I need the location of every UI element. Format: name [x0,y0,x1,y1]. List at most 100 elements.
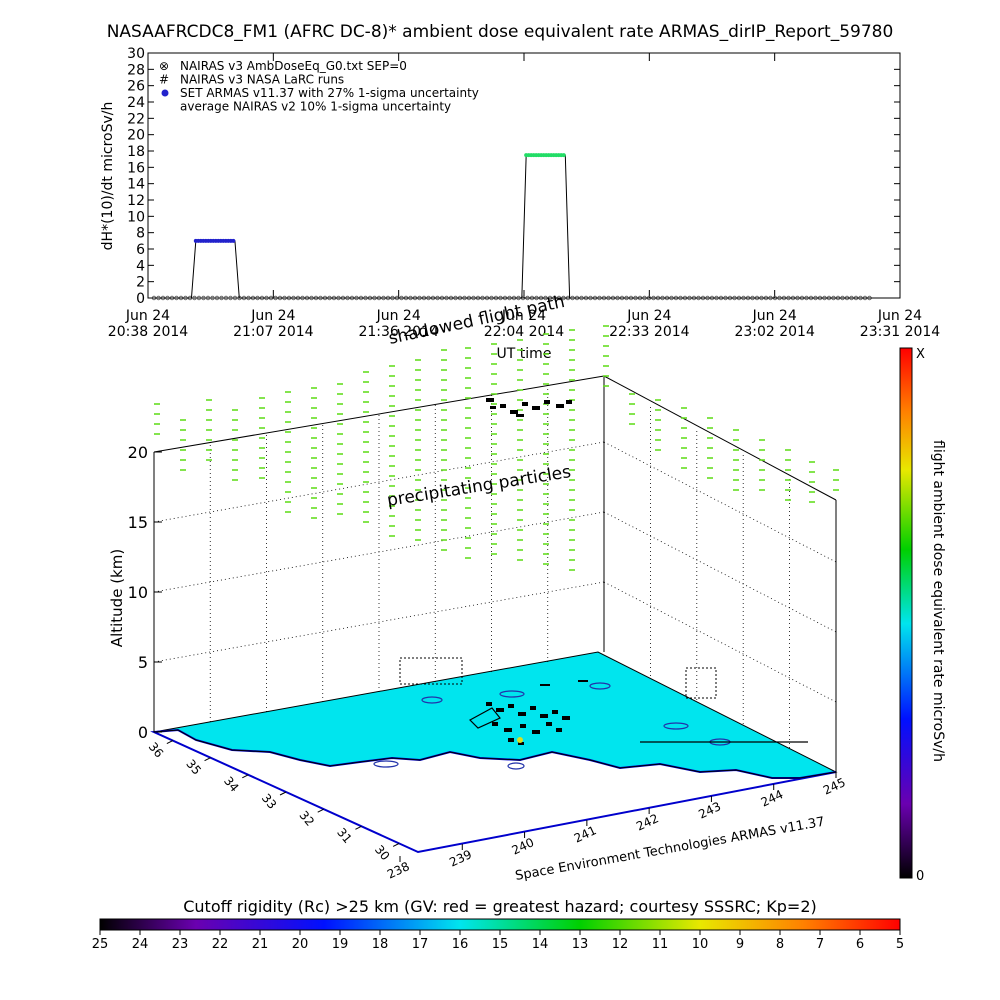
dose-series-line [521,154,571,299]
x-tick-time: 22:04 2014 [484,324,565,340]
y-tick-label: 2 [136,275,145,291]
dose-y-axis-label: dH*(10)/dt microSv/h [100,102,116,251]
latitude-tick-label: 32 [297,808,318,829]
x-tick-date: Jun 24 [752,308,797,324]
dose-colorbar-title: flight ambient dose equivalent rate micr… [930,440,946,762]
y-tick-label: 26 [127,79,145,95]
longitude-tick-label: 242 [634,811,661,833]
latitude-tick-mark [355,825,362,830]
baseline-marker [210,295,215,301]
y-tick-label: 24 [127,95,145,111]
latitude-tick-label: 36 [146,740,167,761]
dose-colorbar-top-label: X [916,347,925,362]
baseline-marker [219,295,224,301]
rigidity-colorbar-title: Cutoff rigidity (Rc) >25 km (GV: red = g… [183,897,817,916]
rigidity-tick-label: 25 [92,937,109,952]
legend-symbol [161,89,169,97]
rigidity-tick-label: 13 [572,937,589,952]
rigidity-tick-label: 21 [252,937,269,952]
dashed-markers [399,657,717,699]
x-tick-date: Jun 24 [626,308,671,324]
rigidity-tick-label: 20 [292,937,309,952]
y-tick-label: 6 [136,242,145,258]
latitude-tick-mark [242,774,249,779]
back-wall-gridline [153,581,605,663]
rigidity-tick-label: 12 [612,937,629,952]
baseline-marker [228,295,233,301]
dose-data-point [561,153,566,158]
y-tick-label: 30 [127,46,145,62]
scene-box-frame [153,375,837,772]
rigidity-colorbar: Cutoff rigidity (Rc) >25 km (GV: red = g… [92,897,904,952]
latitude-tick-mark [279,791,287,796]
longitude-tick-label: 239 [447,847,474,869]
x-tick-time: 23:31 2014 [860,324,941,340]
legend-label: SET ARMAS v11.37 with 27% 1-sigma uncert… [180,86,479,100]
precipitating-particle-columns [154,325,839,571]
scene-gridlines [153,382,837,748]
side-wall-gridline [603,511,837,633]
dose-colorbar-gradient [899,347,913,879]
baseline-marker [196,295,202,301]
rigidity-tick-label: 15 [492,937,509,952]
y-tick-label: 18 [127,144,145,160]
baseline-marker [223,295,229,301]
rigidity-tick-label: 16 [452,937,469,952]
longitude-tick-label: 244 [759,787,786,809]
y-tick-label: 12 [127,193,145,209]
y-tick-label: 0 [136,291,145,307]
dose-series [148,153,896,299]
rigidity-tick-label: 14 [532,937,549,952]
latitude-tick-mark [204,757,211,762]
legend-label: average NAIRAS v2 10% 1-sigma uncertaint… [180,100,451,114]
x-tick-time: 21:36 2014 [358,324,439,340]
flight-track-altitude [486,398,572,417]
latitude-tick-label: 34 [221,774,242,795]
y-tick-label: 16 [127,160,145,176]
longitude-tick-label: 238 [385,859,412,881]
longitude-tick-label: 243 [696,799,723,821]
latitude-tick-label: 31 [334,825,355,846]
rigidity-tick-label: 19 [332,937,349,952]
baseline-marker [201,295,206,301]
rigidity-tick-label: 24 [132,937,149,952]
baseline-marker [214,295,220,301]
latitude-tick-label: 33 [259,791,280,812]
rigidity-tick-label: 23 [172,937,189,952]
rigidity-tick-label: 11 [652,937,669,952]
rigidity-tick-label: 7 [816,937,824,952]
x-tick-time: 22:33 2014 [609,324,690,340]
longitude-tick-label: 240 [510,835,537,857]
x-tick-date: Jun 24 [125,308,170,324]
dose-x-axis-label: UT time [497,346,552,362]
back-wall-gridline [153,441,605,523]
x-tick-time: 23:02 2014 [734,324,815,340]
rigidity-tick-label: 5 [896,937,904,952]
x-tick-date: Jun 24 [250,308,295,324]
y-tick-label: 10 [127,209,145,225]
side-wall-gridline [603,441,837,563]
y-tick-label: 4 [136,258,145,274]
altitude-tick-label: 15 [128,513,148,532]
rigidity-tick-label: 10 [692,937,709,952]
y-tick-label: 14 [127,177,145,193]
dose-colorbar: X 0 flight ambient dose equivalent rate … [899,347,946,884]
longitude-tick-label: 245 [821,775,848,797]
legend-label: NAIRAS v3 NASA LaRC runs [180,73,344,87]
baseline-marker [192,295,197,301]
x-tick-time: 20:38 2014 [108,324,189,340]
altitude-axis-label: Altitude (km) [108,549,126,647]
latitude-tick-mark [317,808,324,813]
rigidity-tick-label: 17 [412,937,429,952]
rigidity-tick-label: 8 [776,937,784,952]
altitude-tick-label: 5 [138,653,148,672]
x-tick-date: Jun 24 [501,308,546,324]
baseline-marker [205,295,211,301]
legend-symbol: ⊗ [159,59,169,73]
rigidity-tick-label: 6 [856,937,864,952]
rigidity-colorbar-gradient [99,918,901,931]
